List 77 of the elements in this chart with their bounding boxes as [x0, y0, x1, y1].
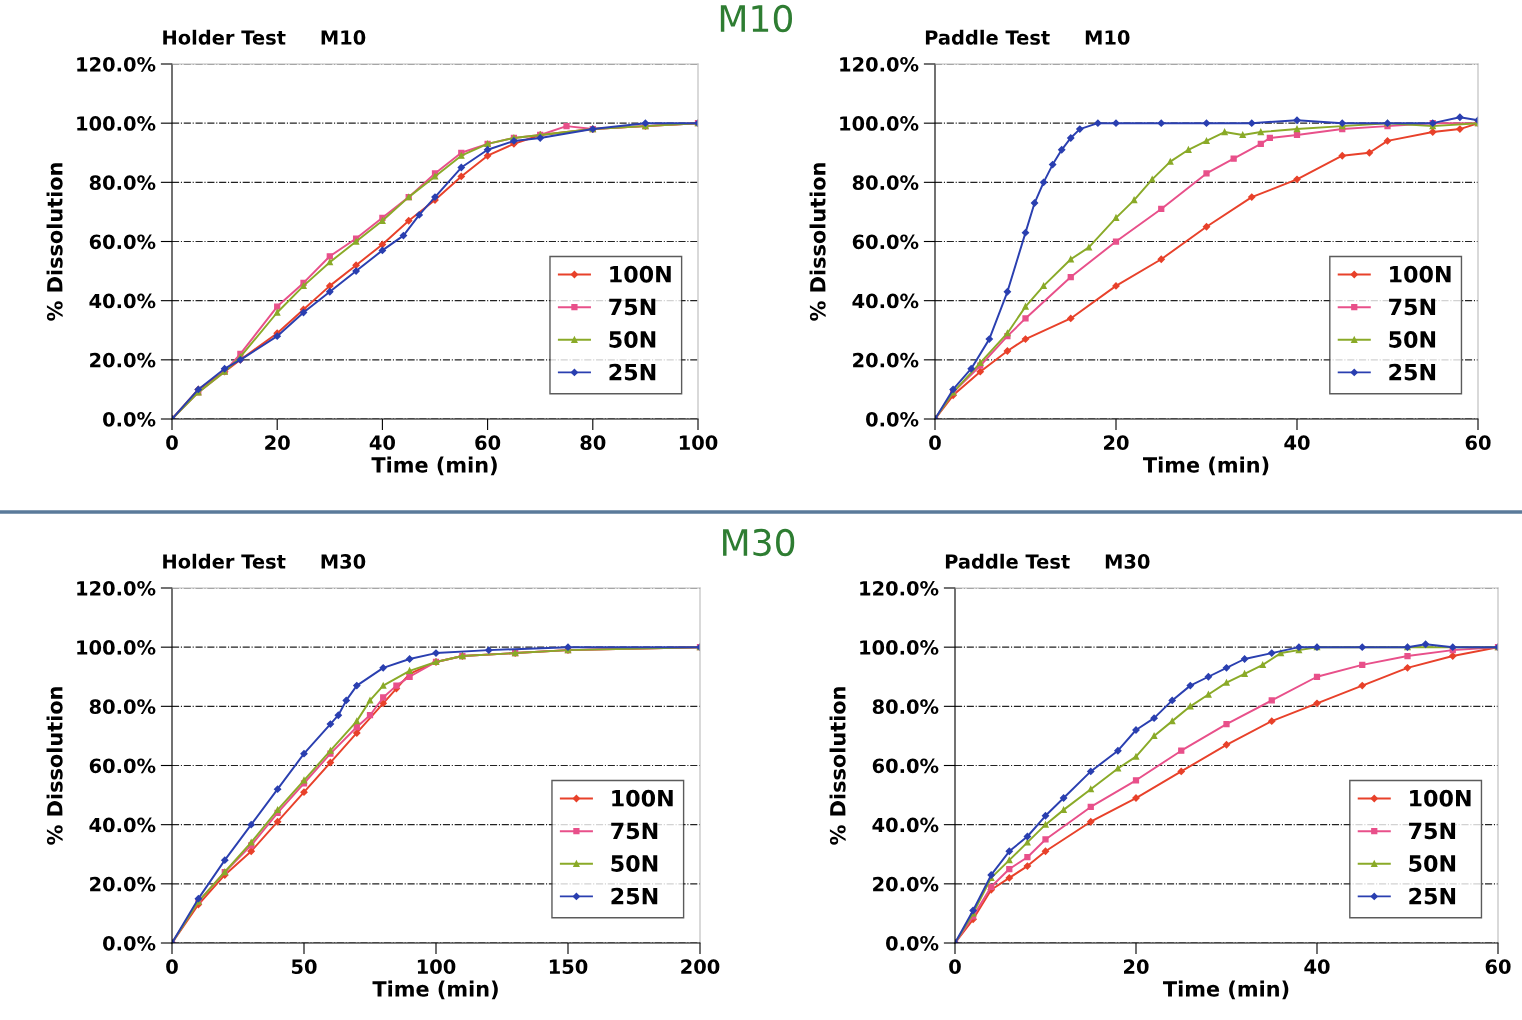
y-tick-label: 40.0%	[872, 817, 939, 833]
y-tick-label: 60.0%	[852, 234, 919, 250]
y-tick-label: 0.0%	[103, 411, 156, 427]
x-axis-title: Time (min)	[371, 456, 497, 476]
chart-title: Holder Test M10	[163, 29, 366, 45]
x-tick-label: 200	[681, 959, 720, 975]
y-tick-label: 100.0%	[860, 640, 939, 655]
y-tick-label: 120.0%	[840, 56, 919, 72]
legend-label: 75N	[609, 298, 656, 316]
y-tick-label: 0.0%	[886, 935, 939, 951]
y-tick-label: 0.0%	[103, 935, 156, 951]
x-tick-label: 60	[1465, 435, 1491, 451]
x-tick-label: 60	[475, 435, 501, 451]
y-tick-label: 20.0%	[873, 876, 939, 892]
y-tick-label: 120.0%	[860, 580, 939, 596]
chart-title: Paddle Test M30	[945, 553, 1150, 569]
x-tick-label: 0	[166, 435, 178, 451]
y-tick-label: 120.0%	[77, 56, 156, 72]
x-tick-label: 0	[929, 435, 941, 451]
x-tick-label: 20	[1124, 959, 1149, 975]
y-tick-label: 40.0%	[852, 293, 919, 309]
legend-label: 50N	[609, 331, 656, 348]
legend-label: 75N	[611, 822, 658, 840]
x-axis-title: Time (min)	[1143, 456, 1269, 476]
y-tick-label: 80.0%	[852, 175, 919, 190]
x-axis-title: Time (min)	[1163, 980, 1289, 1000]
legend-label: 50N	[1389, 331, 1436, 348]
legend-label: 25N	[1409, 887, 1456, 905]
y-tick-label: 60.0%	[872, 758, 939, 774]
x-axis-title: Time (min)	[372, 980, 498, 1000]
y-tick-label: 0.0%	[866, 411, 919, 427]
y-axis-title: % Dissolution	[46, 687, 63, 845]
x-tick-label: 150	[549, 959, 588, 975]
legend-label: 75N	[1389, 298, 1436, 316]
legend-label: 25N	[609, 363, 656, 381]
legend-label: 100N	[1410, 789, 1471, 807]
text: M10	[720, 4, 793, 33]
x-tick-label: 80	[580, 435, 606, 451]
x-tick-label: 40	[1304, 959, 1330, 975]
legend-label: 75N	[1409, 822, 1456, 840]
x-tick-label: 20	[1104, 435, 1129, 451]
y-tick-label: 20.0%	[90, 876, 156, 892]
y-tick-label: 80.0%	[872, 699, 939, 714]
y-tick-label: 100.0%	[77, 640, 156, 655]
legend-label: 100N	[612, 789, 673, 807]
y-axis-title: % Dissolution	[809, 163, 826, 321]
y-tick-label: 40.0%	[89, 817, 156, 833]
legend-label: 25N	[611, 887, 658, 905]
x-tick-label: 20	[265, 435, 290, 451]
legend-label: 25N	[1389, 363, 1436, 381]
x-tick-label: 40	[369, 435, 395, 451]
text: M30	[723, 528, 795, 557]
x-tick-label: 0	[949, 959, 961, 975]
y-tick-label: 100.0%	[840, 116, 919, 131]
y-tick-label: 120.0%	[77, 580, 156, 596]
legend-label: 100N	[1390, 265, 1451, 283]
x-tick-label: 100	[417, 959, 456, 975]
y-axis-title: % Dissolution	[829, 687, 846, 845]
y-axis-title: % Dissolution	[46, 163, 63, 321]
legend-label: 100N	[610, 265, 671, 283]
y-tick-label: 100.0%	[77, 116, 156, 131]
chart-title: Holder Test M30	[163, 553, 366, 569]
x-tick-label: 40	[1284, 435, 1310, 451]
y-tick-label: 80.0%	[89, 175, 156, 190]
x-tick-label: 60	[1485, 959, 1511, 975]
y-tick-label: 60.0%	[89, 758, 156, 774]
x-tick-label: 100	[679, 435, 718, 451]
y-tick-label: 60.0%	[89, 234, 156, 250]
y-tick-label: 20.0%	[853, 352, 919, 368]
legend-label: 50N	[611, 855, 658, 872]
legend-label: 50N	[1409, 855, 1456, 872]
y-tick-label: 40.0%	[89, 293, 156, 309]
chart-title: Paddle Test M10	[925, 29, 1130, 45]
y-tick-label: 20.0%	[90, 352, 156, 368]
y-tick-label: 80.0%	[89, 699, 156, 714]
x-tick-label: 0	[166, 959, 178, 975]
x-tick-label: 50	[291, 959, 317, 975]
